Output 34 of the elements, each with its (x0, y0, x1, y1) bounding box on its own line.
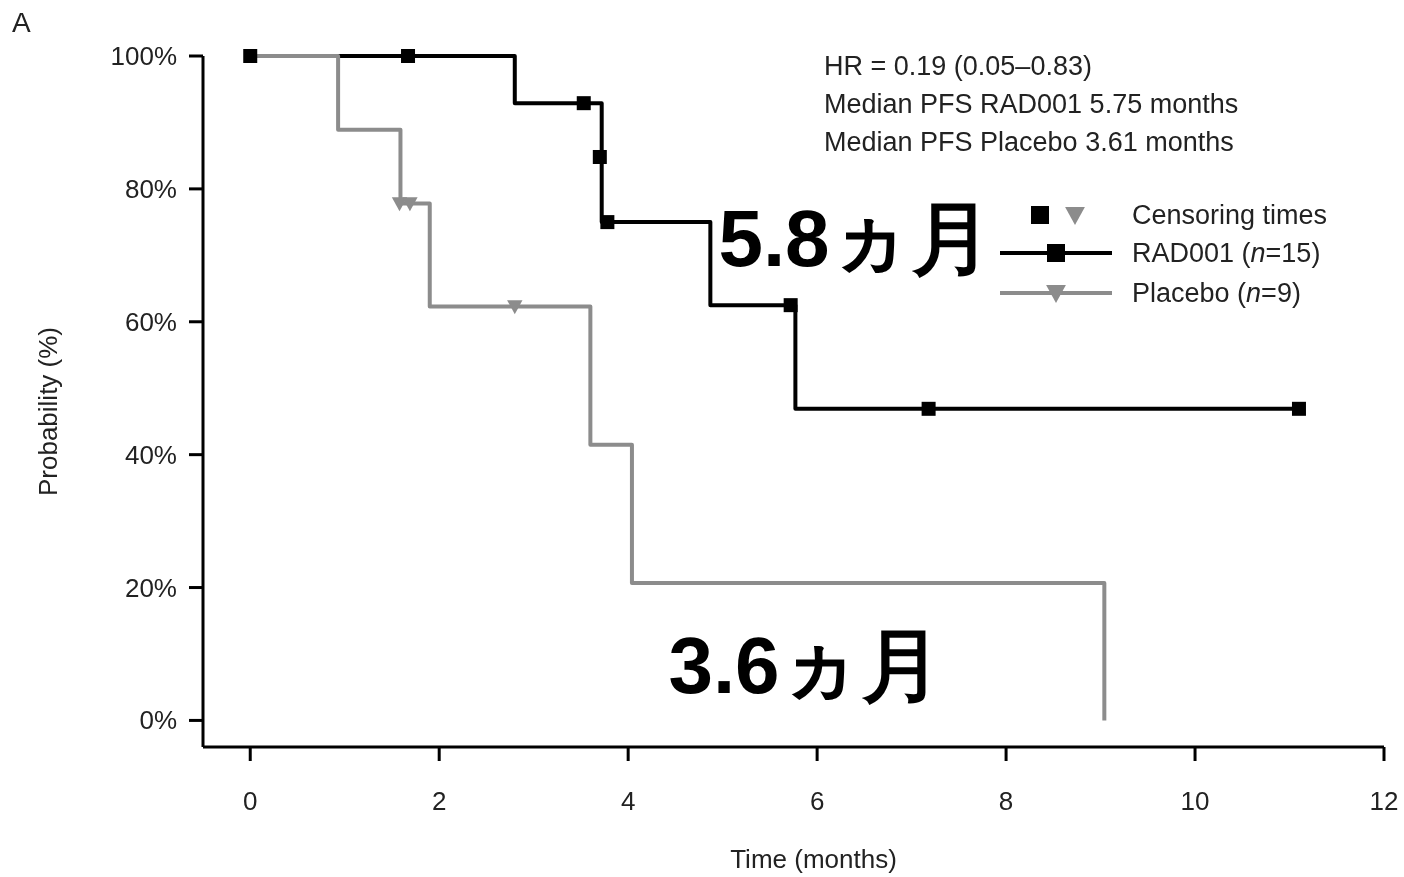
x-tick-label: 6 (809, 786, 825, 816)
point (401, 49, 416, 63)
annotation: 5.8ヵ月 (718, 194, 992, 283)
point (783, 298, 798, 313)
point (600, 215, 615, 230)
x-tick-label: 12 (1369, 786, 1399, 816)
y-tick-label: 0% (139, 705, 177, 736)
y-tick-label: 40% (124, 439, 177, 470)
point (1291, 401, 1306, 416)
x-tick-label: 2 (431, 786, 447, 816)
annotation: Median PFS Placebo 3.61 months (824, 127, 1234, 157)
point (402, 197, 418, 212)
x-tick-label: 8 (998, 786, 1014, 816)
legend-title: Censoring times (1132, 200, 1328, 230)
annotation: 3.6ヵ月 (668, 621, 942, 710)
x-axis-title: Time (months) (730, 844, 897, 874)
text: A (12, 7, 31, 38)
point (592, 149, 607, 164)
y-tick-label: 60% (124, 306, 177, 337)
point (243, 49, 258, 63)
point (507, 300, 523, 315)
y-tick-label: 100% (110, 41, 177, 71)
y-tick-label: 80% (124, 173, 177, 204)
x-tick-label: 4 (620, 786, 636, 816)
legend-label: Placebo (n=9) (1132, 278, 1301, 308)
legend-label: RAD001 (n=15) (1132, 238, 1321, 268)
point (921, 401, 936, 416)
x-tick-label: 10 (1180, 786, 1210, 816)
y-axis-title: Probability (%) (33, 326, 63, 497)
y-tick-label: 20% (124, 572, 177, 603)
point (576, 96, 591, 111)
annotation: Median PFS RAD001 5.75 months (824, 89, 1239, 119)
x-tick-label: 0 (243, 786, 258, 816)
annotation: HR = 0.19 (0.05–0.83) (824, 51, 1092, 81)
